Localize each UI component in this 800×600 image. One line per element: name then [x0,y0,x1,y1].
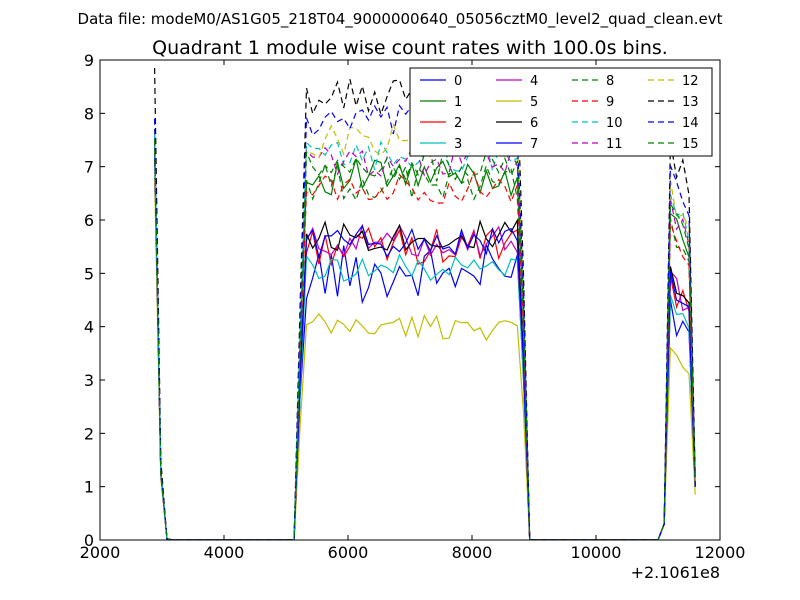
y-tick-label: 9 [84,51,94,70]
legend-label-0: 0 [454,74,462,89]
legend-label-8: 8 [606,74,614,89]
x-tick-label: 10000 [571,543,622,562]
legend-label-4: 4 [530,74,538,89]
series-line-8 [154,134,696,540]
plot-frame [99,59,721,541]
x-tick-label: 8000 [452,543,493,562]
x-offset-label: +2.1061e8 [631,563,720,582]
y-tick-label: 5 [84,264,94,283]
y-tick-label: 1 [84,478,94,497]
chart-title: Quadrant 1 module wise count rates with … [152,37,668,59]
series-line-9 [154,139,696,540]
x-tick-label: 2000 [80,543,121,562]
legend-label-12: 12 [682,74,699,89]
legend-box [409,67,713,157]
legend-label-13: 13 [682,95,699,110]
x-tick-label: 4000 [204,543,245,562]
series-line-15 [154,139,696,540]
y-tick-label: 4 [84,318,94,337]
y-tick-label: 3 [84,371,94,390]
x-tick-label: 6000 [328,543,369,562]
legend-label-10: 10 [606,116,623,131]
legend-label-1: 1 [454,95,462,110]
legend-label-15: 15 [682,137,699,152]
y-tick-label: 7 [84,158,94,177]
y-tick-label: 6 [84,211,94,230]
legend-label-5: 5 [530,95,538,110]
legend-label-3: 3 [454,137,462,152]
y-tick-label: 2 [84,424,94,443]
series-line-3 [154,155,696,540]
legend-label-14: 14 [682,116,699,131]
suptitle: Data file: modeM0/AS1G05_218T04_90000006… [78,10,723,29]
series-lines [154,67,696,540]
series-line-10 [154,134,696,540]
series-line-5 [154,177,696,540]
x-tick-label: 12000 [695,543,746,562]
series-line-7 [154,150,696,540]
legend-label-7: 7 [530,137,538,152]
legend-label-11: 11 [606,137,623,152]
series-line-12 [154,122,696,540]
y-tick-label: 0 [84,531,94,550]
series-line-13 [154,67,696,540]
legend-label-2: 2 [454,116,462,131]
legend-label-6: 6 [530,116,538,131]
legend-label-9: 9 [606,95,614,110]
y-tick-label: 8 [84,104,94,123]
